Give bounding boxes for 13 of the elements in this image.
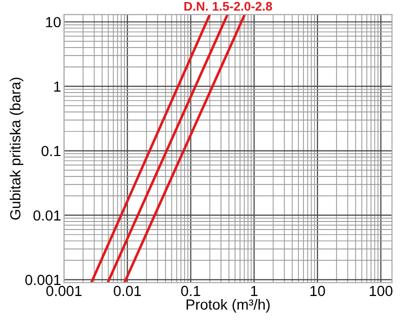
y-tick-label: 1 xyxy=(54,82,61,92)
y-axis-title: Gubitak pritiska (bara) xyxy=(10,78,24,220)
x-axis-title: Protok (m³/h) xyxy=(186,298,270,313)
y-tick-label: 10 xyxy=(46,16,61,28)
x-tick-label: 10 xyxy=(310,286,326,296)
y-tick-label: 0.1 xyxy=(42,146,61,156)
y-tick-label: 0.001 xyxy=(25,274,61,286)
x-tick-label: 100 xyxy=(370,286,392,296)
chart-title: D.N. 1.5-2.0-2.8 xyxy=(184,2,272,11)
x-tick-label: 1 xyxy=(251,286,258,296)
x-tick-label: 0.1 xyxy=(181,286,200,296)
x-tick-label: 0.01 xyxy=(114,286,141,296)
y-tick-label: 0.01 xyxy=(33,210,61,221)
